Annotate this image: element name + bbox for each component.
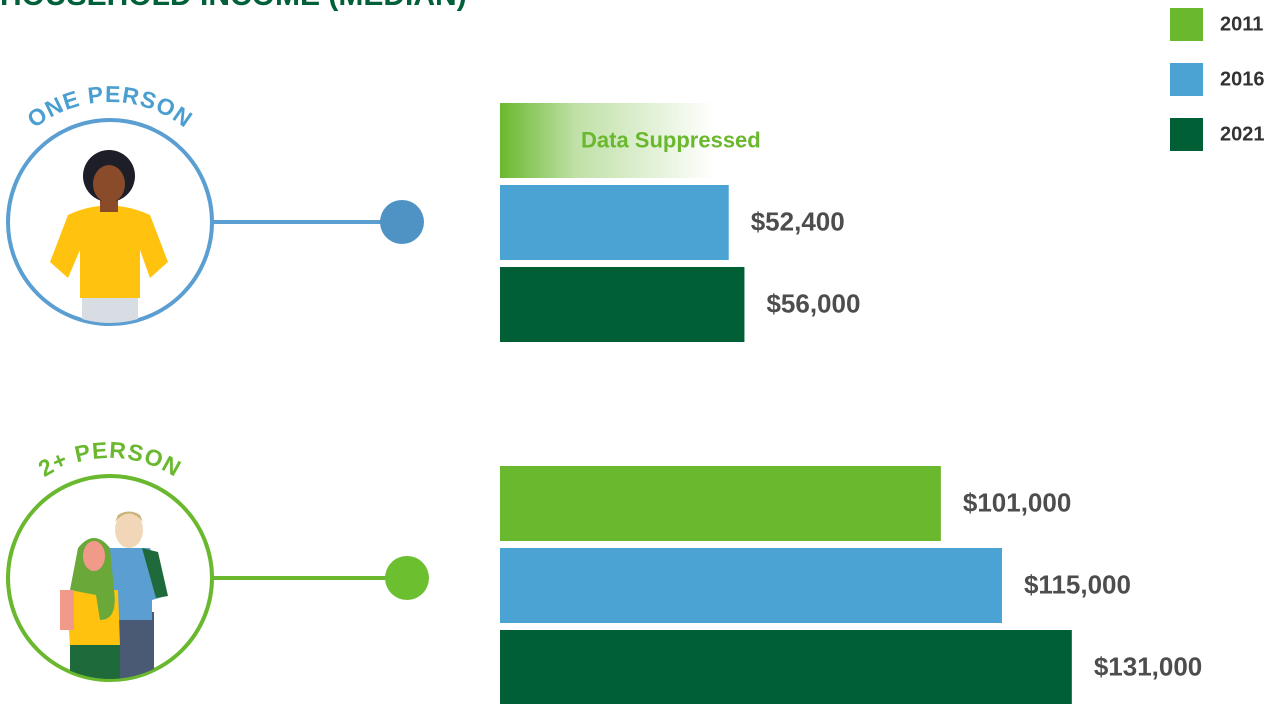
people-icon xyxy=(8,476,429,685)
legend-swatch xyxy=(1170,118,1203,151)
value-label: $131,000 xyxy=(1094,651,1202,681)
legend-label: 2011 xyxy=(1220,13,1263,35)
value-label: $101,000 xyxy=(963,487,1071,517)
chart-title: HOUSEHOLD INCOME (MEDIAN) xyxy=(0,0,467,12)
legend-label: 2016 xyxy=(1220,68,1265,90)
bar xyxy=(500,267,744,342)
legend-swatch xyxy=(1170,63,1203,96)
chart: HOUSEHOLD INCOME (MEDIAN) xyxy=(0,0,1284,704)
page: {"chart_data": {"type": "bar", "orientat… xyxy=(0,0,1284,704)
bar xyxy=(500,185,729,260)
bar xyxy=(500,548,1002,623)
person-icon xyxy=(8,120,424,325)
value-label: $115,000 xyxy=(1024,569,1131,599)
value-label: Data Suppressed xyxy=(581,127,761,152)
legend-label: 2021 xyxy=(1220,123,1265,145)
legend-swatch xyxy=(1170,8,1203,41)
bar xyxy=(500,630,1072,704)
value-label: $56,000 xyxy=(766,288,860,318)
value-label: $52,400 xyxy=(751,206,845,236)
bar xyxy=(500,466,941,541)
